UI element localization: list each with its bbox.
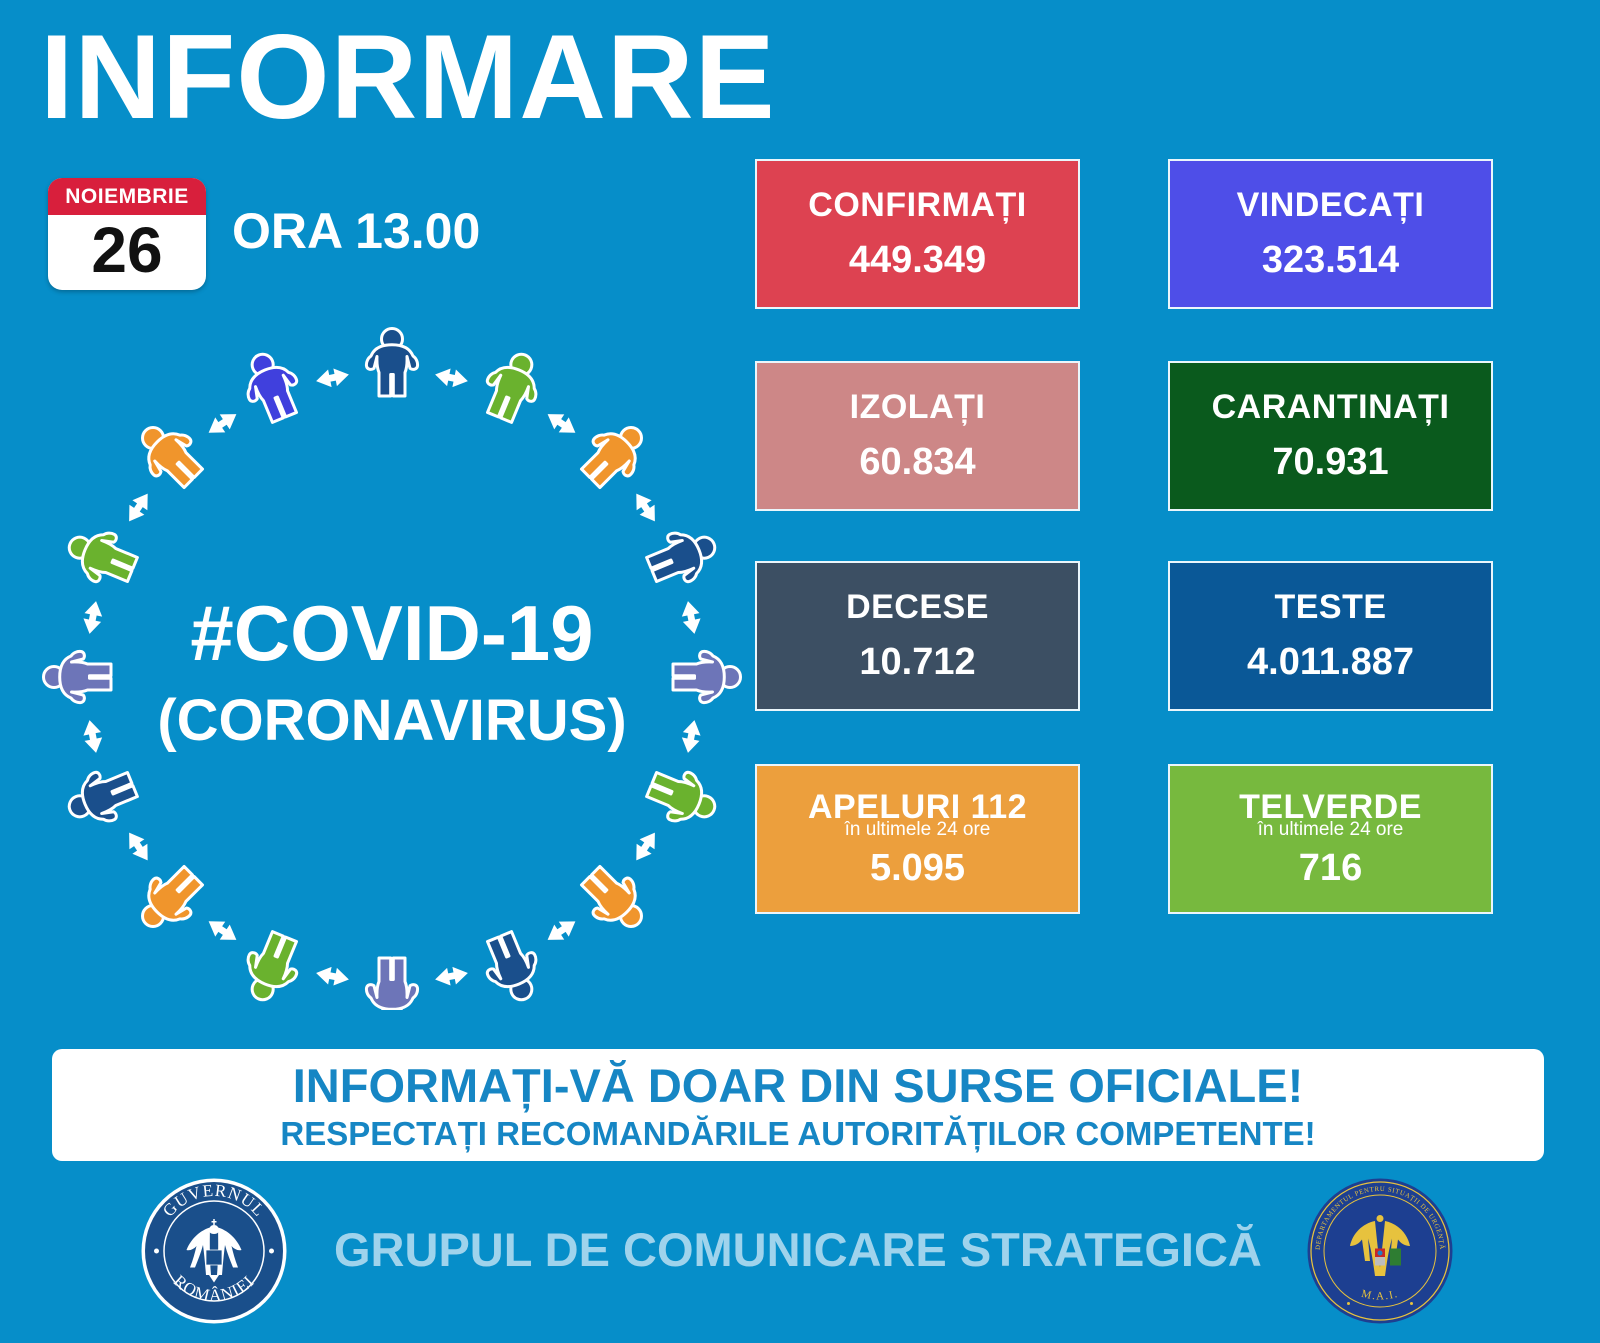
svg-text:#COVID-19: #COVID-19 — [190, 589, 593, 677]
svg-text:(CORONAVIRUS): (CORONAVIRUS) — [157, 688, 626, 753]
